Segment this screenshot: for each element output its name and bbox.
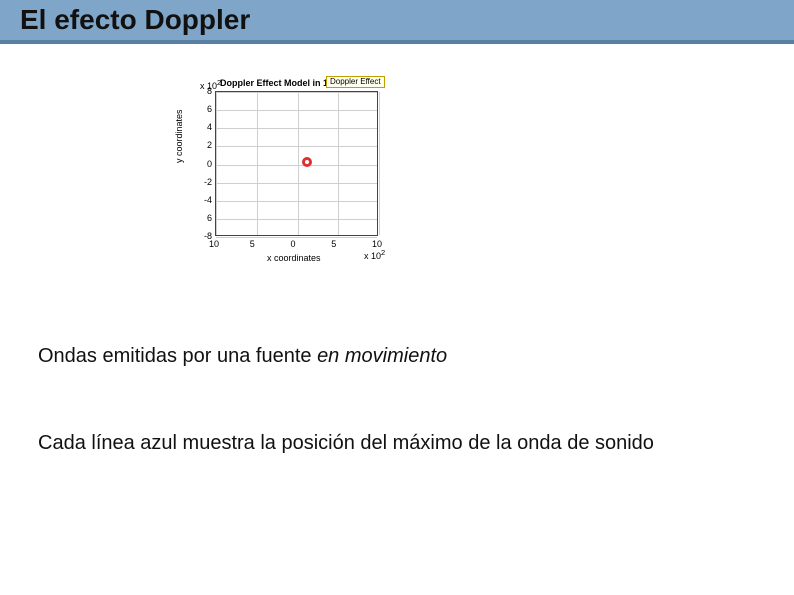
grid-line-h (216, 146, 377, 147)
grid-line-h (216, 201, 377, 202)
ytick-label: 4 (197, 122, 212, 132)
xtick-label: 10 (209, 239, 219, 249)
ytick-label: -4 (197, 195, 212, 205)
grid-line-v (379, 92, 380, 235)
chart-xlabel: x coordinates (267, 253, 321, 263)
grid-line-h (216, 92, 377, 93)
grid-line-v (216, 92, 217, 235)
grid-line-h (216, 219, 377, 220)
source-marker (302, 157, 312, 167)
doppler-chart: x 102 Doppler Effect Model in 1 Doppler … (172, 78, 392, 273)
xtick-label: 5 (250, 239, 255, 249)
grid-line-h (216, 110, 377, 111)
chart-title: Doppler Effect Model in 1 (220, 78, 328, 88)
grid-line-v (257, 92, 258, 235)
ytick-label: 6 (197, 104, 212, 114)
grid-line-h (216, 183, 377, 184)
grid-line-v (298, 92, 299, 235)
xtick-label: 10 (372, 239, 382, 249)
xtick-label: 0 (291, 239, 296, 249)
slide-title: El efecto Doppler (20, 4, 250, 36)
ytick-label: 2 (197, 140, 212, 150)
grid-line-h (216, 237, 377, 238)
chart-ylabel: y coordinates (174, 109, 184, 163)
chart-plot-area (215, 91, 378, 236)
grid-line-h (216, 128, 377, 129)
slide: El efecto Doppler x 102 Doppler Effect M… (0, 0, 794, 595)
body-text-line-2: Cada línea azul muestra la posición del … (38, 430, 738, 456)
chart-legend: Doppler Effect (326, 76, 385, 88)
xtick-label: 5 (331, 239, 336, 249)
ytick-label: 0 (197, 159, 212, 169)
grid-line-h (216, 165, 377, 166)
grid-line-v (338, 92, 339, 235)
ytick-label: 6 (197, 213, 212, 223)
ytick-label: -2 (197, 177, 212, 187)
body-text-line-1: Ondas emitidas por una fuente en movimie… (38, 345, 447, 368)
ytick-label: 8 (197, 86, 212, 96)
chart-x-exponent: x 102 (364, 248, 385, 261)
title-bar: El efecto Doppler (0, 0, 794, 44)
